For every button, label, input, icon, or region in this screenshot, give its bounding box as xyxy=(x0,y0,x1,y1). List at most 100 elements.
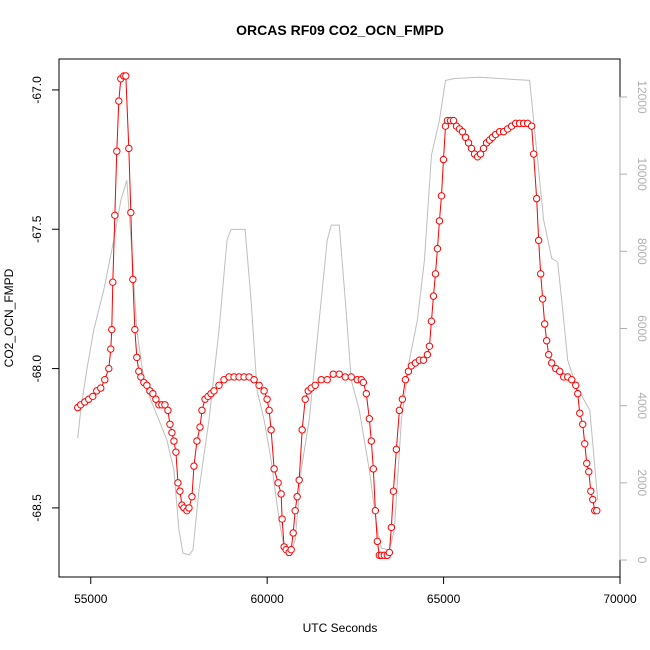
data-point xyxy=(362,389,371,398)
x-tick-label: 60000 xyxy=(250,592,284,606)
data-point xyxy=(529,150,538,158)
data-point xyxy=(109,278,117,286)
data-point xyxy=(287,545,295,554)
data-point xyxy=(193,437,201,445)
data-point xyxy=(170,437,178,445)
data-point xyxy=(198,406,206,415)
data-point xyxy=(133,353,141,362)
data-point xyxy=(347,373,355,381)
data-point xyxy=(389,487,398,495)
data-point xyxy=(542,337,551,345)
data-point xyxy=(311,381,319,389)
data-point xyxy=(429,292,438,300)
data-point xyxy=(122,72,130,80)
data-point xyxy=(593,506,601,515)
data-point xyxy=(464,139,473,147)
data-point xyxy=(547,359,556,367)
data-point xyxy=(210,387,218,395)
data-point xyxy=(105,364,113,373)
data-point xyxy=(131,325,139,334)
data-point xyxy=(479,144,488,153)
data-point xyxy=(435,217,444,225)
data-point xyxy=(419,356,428,364)
y2-tick-label: 10000 xyxy=(635,157,649,191)
y2-tick-label: 0 xyxy=(635,557,649,564)
data-point xyxy=(458,128,467,136)
data-point xyxy=(97,384,105,392)
data-point xyxy=(176,487,184,495)
data-point xyxy=(111,211,119,220)
data-point xyxy=(532,194,541,203)
data-point xyxy=(278,515,286,523)
data-point xyxy=(166,420,174,429)
y2-tick-label: 4000 xyxy=(635,392,649,419)
y-tick-label: -68.0 xyxy=(30,355,44,383)
data-point xyxy=(291,506,299,515)
data-point xyxy=(556,367,564,376)
data-point xyxy=(260,387,268,395)
data-point xyxy=(323,376,331,384)
data-point xyxy=(137,373,145,381)
x-tick-label: 65000 xyxy=(427,592,461,606)
data-point xyxy=(437,192,446,200)
data-point xyxy=(385,548,394,557)
data-point xyxy=(255,381,263,389)
y2-tick-label: 6000 xyxy=(635,315,649,342)
data-point xyxy=(185,504,193,512)
data-point xyxy=(267,426,275,434)
data-point xyxy=(317,376,325,384)
data-point xyxy=(365,415,374,423)
data-point xyxy=(398,395,407,403)
data-point xyxy=(395,406,404,415)
y-axis-label: CO2_OCN_FMPD xyxy=(2,268,16,367)
data-point xyxy=(265,406,273,415)
data-point xyxy=(425,342,434,350)
data-point xyxy=(589,495,597,504)
data-point xyxy=(293,493,301,501)
data-point xyxy=(341,373,349,381)
data-point xyxy=(401,376,410,384)
data-point xyxy=(190,462,198,470)
x-axis-label: UTC Seconds xyxy=(303,621,378,635)
y-tick-label: -67.0 xyxy=(30,76,44,104)
data-point xyxy=(274,479,282,487)
data-point xyxy=(188,493,196,501)
data-point xyxy=(359,378,368,387)
x-tick-label: 55000 xyxy=(74,592,108,606)
data-point xyxy=(373,537,382,546)
data-point xyxy=(270,465,278,473)
data-point xyxy=(149,389,157,398)
data-point xyxy=(538,295,547,303)
data-point xyxy=(129,275,137,284)
data-point xyxy=(174,479,182,487)
data-point xyxy=(113,147,121,155)
data-point xyxy=(581,440,589,448)
data-point xyxy=(579,420,587,429)
data-point xyxy=(164,406,172,415)
data-point xyxy=(568,376,576,384)
data-point xyxy=(467,144,476,153)
data-point xyxy=(404,367,413,376)
data-point xyxy=(101,376,109,384)
data-point xyxy=(431,270,440,278)
data-point xyxy=(335,370,343,378)
data-point xyxy=(250,376,258,384)
data-point xyxy=(277,490,285,498)
data-point xyxy=(387,523,396,532)
data-point xyxy=(367,437,376,445)
x-tick-label: 70000 xyxy=(603,592,637,606)
data-point xyxy=(172,448,180,456)
data-point xyxy=(263,395,271,403)
data-point xyxy=(536,270,545,278)
data-point xyxy=(527,122,536,130)
y-tick-label: -67.5 xyxy=(30,215,44,243)
data-point xyxy=(423,350,432,359)
data-point xyxy=(574,389,582,398)
data-point xyxy=(371,506,380,515)
data-point xyxy=(168,428,176,437)
data-point xyxy=(576,409,584,417)
data-point xyxy=(439,155,448,164)
data-point xyxy=(115,97,123,105)
